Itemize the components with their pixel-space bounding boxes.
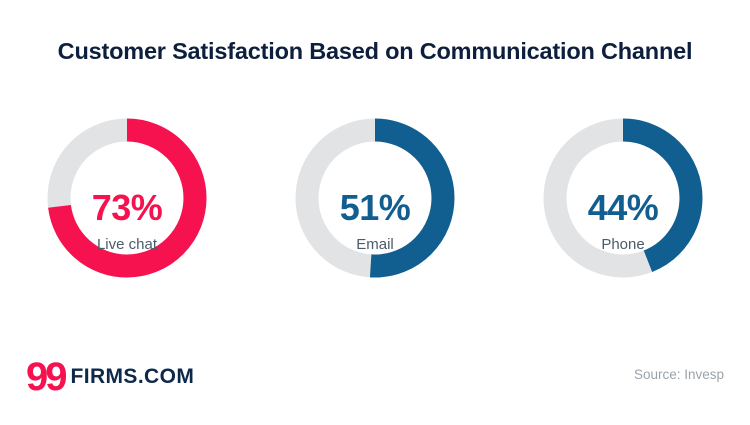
brand-logo[interactable]: 99 FIRMS.COM <box>26 357 194 397</box>
donut-ring-phone <box>543 118 703 278</box>
donut-arc-live-chat <box>47 118 207 278</box>
logo-mark-99: 99 <box>26 355 67 399</box>
donut-ring-live-chat <box>47 118 207 278</box>
footer: 99 FIRMS.COM Source: Invesp <box>0 345 750 425</box>
donut-arc-email <box>295 118 455 278</box>
donut-chart-live-chat: 73% Live chat <box>15 108 239 338</box>
donut-arc-phone <box>543 118 703 278</box>
donut-chart-email: 51% Email <box>263 108 487 338</box>
donut-chart-phone: 44% Phone <box>511 108 735 338</box>
donut-ring-email <box>295 118 455 278</box>
page-title: Customer Satisfaction Based on Communica… <box>57 38 693 64</box>
source-attribution: Source: Invesp <box>633 367 724 382</box>
logo-wordmark-firms: FIRMS.COM <box>70 364 195 388</box>
donut-chart-group: 73% Live chat 51% Email <box>0 108 750 338</box>
